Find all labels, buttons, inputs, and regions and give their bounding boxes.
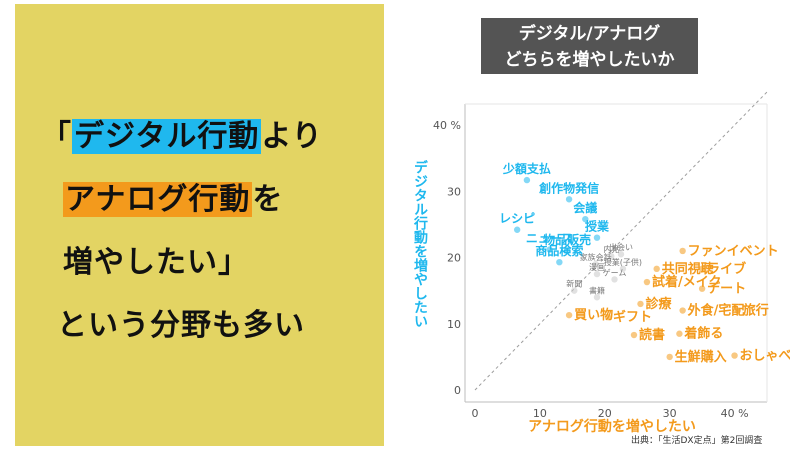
y-tick-label: 10 [447,318,461,331]
data-point [513,226,521,233]
data-point [666,353,673,361]
data-point-label: 授業(子供) [604,257,642,267]
headline-line-2: アナログ行動を [63,179,283,221]
x-tick-label: 30 [663,407,677,420]
data-point [643,278,651,286]
headline-line-1: 「デジタル行動より [41,116,323,158]
data-point-label: 出会い [609,242,633,252]
data-point-label: ゲーム [603,267,627,277]
data-point-label: 漫画 [589,262,605,272]
data-point-label: 商品検索 [535,243,583,258]
data-point-label: 診療 [645,296,672,312]
data-point-label: レシピ [499,212,535,226]
data-point-label: 創作物発信 [538,180,599,195]
data-point-label: 生鮮購入 [675,349,727,365]
headline-analog-highlight: アナログ行動 [63,182,253,217]
x-tick-label: 20 [598,407,612,420]
data-point-label: 会議 [573,200,597,215]
data-point [571,287,578,294]
data-point-label: 書籍 [589,285,605,295]
y-axis-title: デジタル行動を増やしたい [412,159,429,328]
data-point-label: おしゃべり [740,349,790,364]
data-point-label: ファンイベント [688,244,779,259]
data-point-label: 買い物 [574,307,613,323]
chart-title-line-1: デジタル/アナログ [518,24,661,44]
chart-title-line-2: どちらを増やしたいか [504,50,675,70]
y-tick-label: 0 [454,384,461,397]
data-point [637,300,644,308]
data-point-label: ライブ [707,261,746,277]
data-point [653,265,660,273]
data-point [582,215,589,223]
chart-title: デジタル/アナログ どちらを増やしたいか [481,18,698,74]
data-point [565,311,573,319]
data-point-label: 読書 [639,327,665,343]
data-point [734,307,741,314]
y-tick-label: 20 [447,252,461,265]
data-point [608,253,615,260]
headline-line-4: という分野も多い [57,308,305,343]
data-point-label: 家族会話 [580,252,612,262]
data-point-label: 物品販売 [543,232,591,247]
data-point [593,234,601,241]
data-point [679,307,686,314]
y-tick-label: 30 [447,185,461,198]
data-point [565,196,573,203]
data-point [619,265,627,273]
data-point [556,258,563,266]
data-point [617,251,625,258]
headline-open-bracket: 「 [41,119,72,154]
data-point [679,247,686,255]
data-point-label: デート [707,281,746,297]
data-point [523,176,531,184]
data-point-label: 新聞 [566,279,582,289]
data-point [546,246,553,253]
y-tick-label: 40 % [433,119,461,132]
data-point [563,247,571,255]
data-point-label: 少額支払 [502,161,551,176]
data-point-label: 内見 [603,244,619,254]
x-tick-label: 40 % [721,407,749,420]
headline-line-3: 増やしたい」 [63,245,249,280]
data-point [593,270,601,278]
data-point [676,330,683,337]
data-point [592,260,599,268]
data-point-label: ニュース [526,232,573,246]
headline-line2-rest: を [252,182,284,217]
data-point [731,352,738,359]
data-point-label: 試着/メイク [652,274,722,290]
data-point-label: 共同視聴 [662,261,714,277]
headline-line1-rest: より [261,119,323,154]
headline-panel: 「デジタル行動より アナログ行動を 増やしたい」 という分野も多い [15,4,384,446]
data-point-label: 授業 [585,219,610,234]
x-tick-label: 10 [533,407,547,420]
data-point [698,285,706,292]
data-point-label: 着飾る [683,326,723,342]
data-point [611,276,618,283]
source-note: 出典：「生活DX定点」第2回調査 [631,436,763,446]
data-point [593,294,601,301]
data-point [698,265,706,273]
x-tick-label: 0 [472,407,479,420]
data-point-label: ギフト [613,309,652,325]
data-point-label: 旅行 [743,303,769,319]
data-point [604,313,612,321]
data-point-label: 外食/宅配 [687,303,745,319]
x-axis-title: アナログ行動を増やしたい [528,418,696,435]
diagonal-reference-line [474,91,768,391]
data-point [630,331,638,339]
headline-digital-highlight: デジタル行動 [72,119,262,154]
